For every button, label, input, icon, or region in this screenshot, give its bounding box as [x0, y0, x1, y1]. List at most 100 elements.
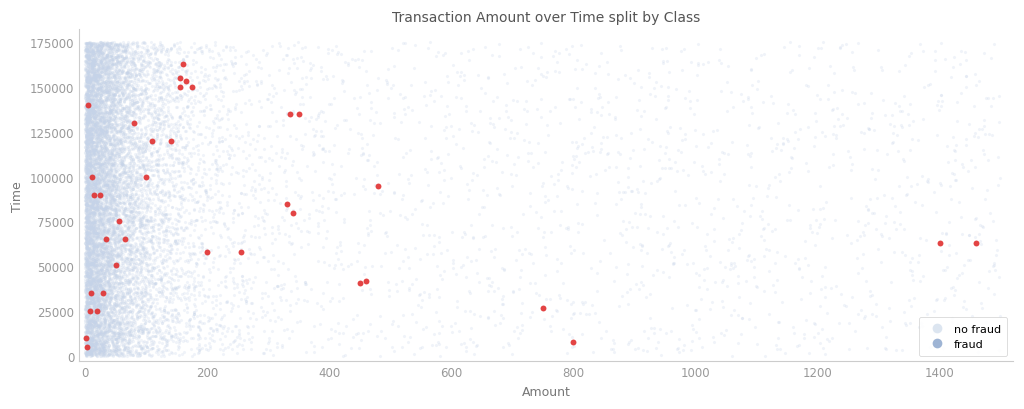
Point	[109, 179, 125, 186]
Point	[330, 244, 346, 250]
Point	[99, 61, 116, 67]
Point	[81, 280, 97, 287]
Point	[194, 44, 210, 51]
Point	[807, 321, 823, 328]
Point	[191, 205, 208, 211]
Point	[81, 116, 97, 123]
Point	[152, 62, 168, 69]
Point	[290, 40, 306, 47]
Point	[134, 290, 151, 296]
Point	[77, 194, 93, 201]
Point	[655, 213, 672, 220]
Point	[95, 114, 112, 121]
Point	[81, 128, 97, 135]
Point	[305, 63, 322, 69]
Point	[105, 173, 122, 180]
Point	[96, 188, 113, 195]
Point	[174, 204, 190, 211]
Point	[105, 137, 122, 144]
Point	[80, 84, 96, 90]
Point	[937, 295, 953, 301]
Point	[93, 349, 110, 355]
Point	[386, 63, 402, 70]
Point	[87, 293, 103, 300]
Point	[97, 305, 114, 312]
Point	[85, 104, 101, 110]
Point	[172, 295, 188, 302]
Point	[80, 84, 96, 90]
Point	[80, 337, 96, 344]
Point	[79, 216, 95, 222]
Point	[79, 68, 95, 75]
Point	[94, 114, 111, 120]
Point	[137, 167, 154, 173]
Point	[87, 304, 103, 310]
Point	[78, 138, 94, 144]
Point	[83, 175, 99, 182]
Point	[99, 228, 116, 234]
Point	[133, 66, 150, 73]
Point	[84, 306, 100, 312]
Point	[138, 192, 155, 199]
Point	[118, 212, 134, 219]
Point	[183, 84, 200, 91]
Point	[113, 255, 129, 261]
Point	[83, 242, 99, 248]
Point	[77, 197, 93, 203]
Point	[87, 155, 103, 162]
Point	[940, 220, 956, 226]
Point	[201, 286, 217, 293]
Point	[103, 57, 120, 64]
Point	[119, 118, 135, 124]
Point	[91, 196, 108, 203]
Point	[84, 67, 100, 74]
Point	[88, 196, 104, 202]
Point	[709, 128, 725, 134]
Point	[80, 80, 96, 86]
Point	[172, 114, 188, 121]
Point	[125, 55, 141, 61]
Point	[88, 231, 104, 238]
Point	[93, 243, 110, 249]
Point	[89, 59, 105, 65]
Point	[108, 116, 124, 122]
Point	[80, 274, 96, 280]
Point	[152, 142, 168, 148]
Point	[198, 256, 214, 262]
Point	[93, 248, 110, 255]
Point	[104, 252, 121, 258]
Point	[858, 203, 874, 209]
Point	[102, 58, 119, 64]
Point	[110, 253, 126, 259]
Point	[166, 44, 182, 50]
Point	[142, 76, 159, 83]
Point	[91, 302, 108, 308]
Point	[77, 59, 93, 65]
Point	[104, 91, 121, 98]
Point	[93, 276, 110, 283]
Point	[94, 249, 111, 255]
Point	[101, 192, 118, 199]
Point	[219, 200, 236, 206]
Point	[120, 312, 136, 319]
Point	[99, 211, 116, 218]
Point	[94, 105, 111, 111]
Point	[83, 333, 99, 339]
Point	[95, 124, 112, 131]
Point	[78, 223, 94, 230]
Point	[89, 161, 105, 167]
Point	[621, 339, 637, 346]
Point	[103, 267, 120, 274]
Point	[80, 69, 96, 76]
Point	[895, 157, 911, 163]
Point	[148, 157, 165, 164]
Point	[78, 339, 94, 346]
Point	[80, 184, 96, 191]
Point	[92, 235, 109, 241]
Point	[178, 105, 195, 111]
Point	[132, 270, 148, 276]
Point	[167, 176, 183, 182]
Point	[93, 157, 110, 164]
Point	[82, 163, 98, 170]
Point	[297, 132, 313, 138]
